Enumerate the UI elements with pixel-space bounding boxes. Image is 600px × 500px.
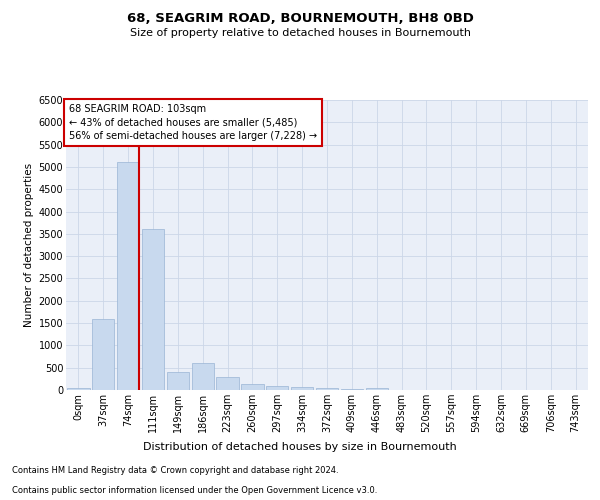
Text: Contains public sector information licensed under the Open Government Licence v3: Contains public sector information licen… — [12, 486, 377, 495]
Bar — [266, 386, 289, 390]
Text: Size of property relative to detached houses in Bournemouth: Size of property relative to detached ho… — [130, 28, 470, 38]
Bar — [316, 388, 338, 390]
Bar — [142, 230, 164, 390]
Text: 68 SEAGRIM ROAD: 103sqm
← 43% of detached houses are smaller (5,485)
56% of semi: 68 SEAGRIM ROAD: 103sqm ← 43% of detache… — [68, 104, 317, 141]
Bar — [365, 388, 388, 390]
Bar — [217, 376, 239, 390]
Text: Contains HM Land Registry data © Crown copyright and database right 2024.: Contains HM Land Registry data © Crown c… — [12, 466, 338, 475]
Bar — [167, 372, 189, 390]
Bar — [341, 388, 363, 390]
Bar — [67, 388, 89, 390]
Bar — [92, 318, 115, 390]
Text: 68, SEAGRIM ROAD, BOURNEMOUTH, BH8 0BD: 68, SEAGRIM ROAD, BOURNEMOUTH, BH8 0BD — [127, 12, 473, 26]
Bar — [117, 162, 139, 390]
Bar — [241, 384, 263, 390]
Y-axis label: Number of detached properties: Number of detached properties — [25, 163, 34, 327]
Bar — [291, 388, 313, 390]
Bar — [191, 363, 214, 390]
Text: Distribution of detached houses by size in Bournemouth: Distribution of detached houses by size … — [143, 442, 457, 452]
